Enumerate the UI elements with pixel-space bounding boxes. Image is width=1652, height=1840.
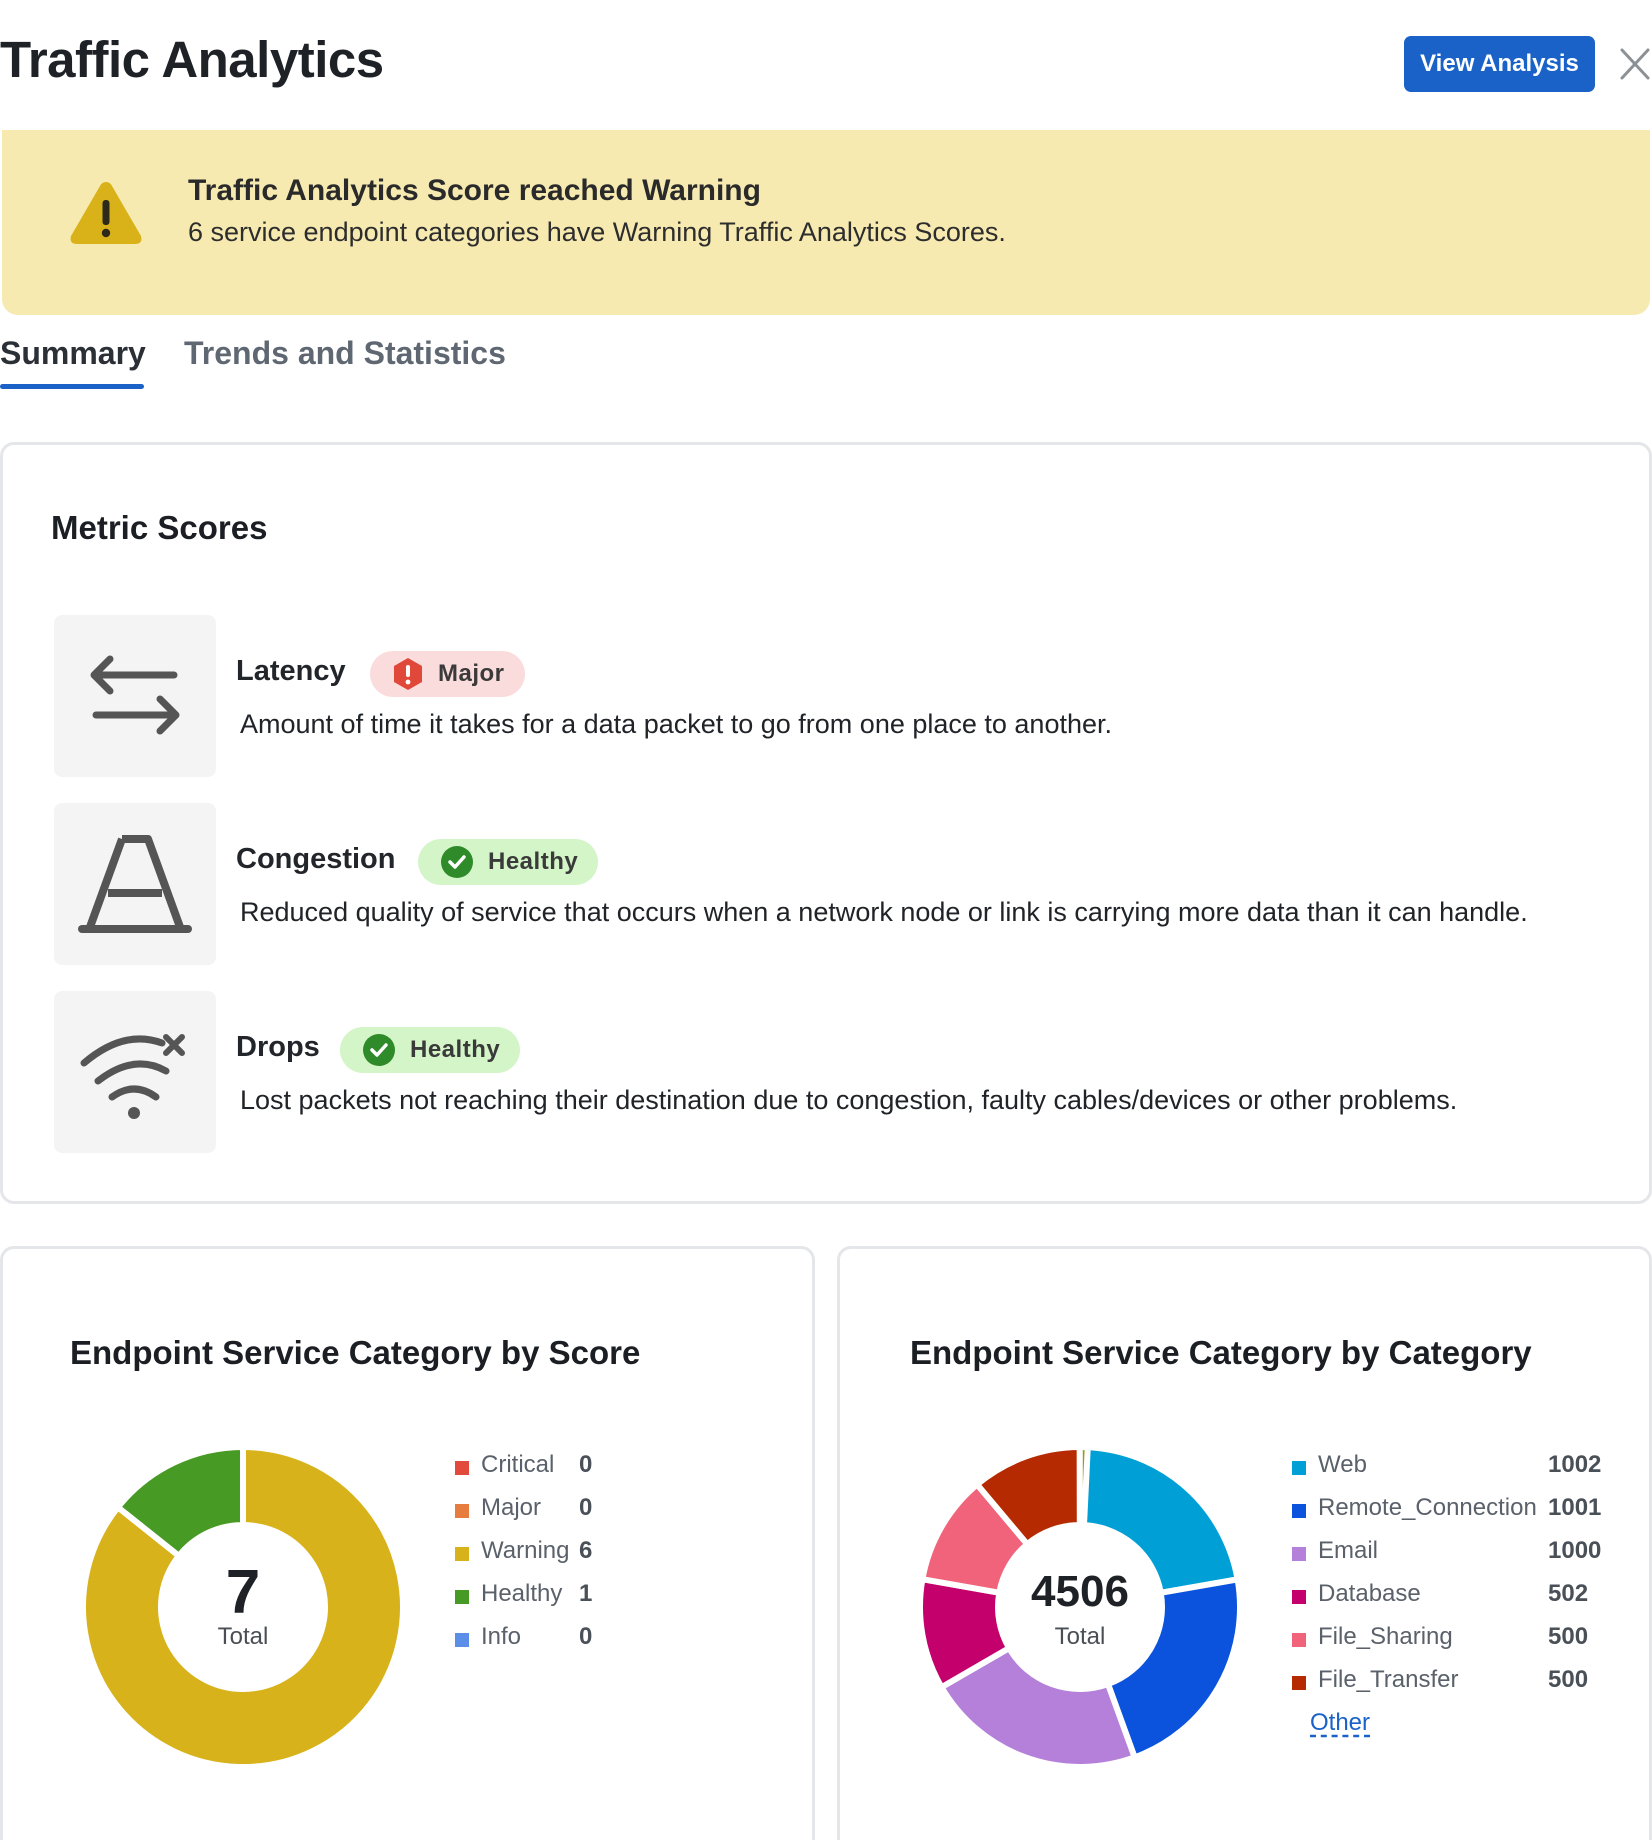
legend-value: 1000 <box>1548 1537 1602 1564</box>
score-chart-title: Endpoint Service Category by Score <box>70 1334 641 1371</box>
metric-scores-card: Metric Scores Latency Major Amount of ti… <box>0 442 1652 1204</box>
donut-slice-web[interactable] <box>1077 1445 1242 1597</box>
page-title: Traffic Analytics <box>0 31 384 88</box>
metric-description: Amount of time it takes for a data packe… <box>240 709 1113 739</box>
legend-swatch <box>1292 1633 1306 1647</box>
tab-bar: Summary Trends and Statistics <box>0 330 800 392</box>
legend-item-email: Email 1000 <box>1292 1537 1612 1580</box>
legend-swatch <box>455 1547 469 1561</box>
legend-swatch <box>1292 1461 1306 1475</box>
legend-label: Warning <box>481 1537 570 1564</box>
other-link[interactable]: Other <box>1310 1709 1371 1736</box>
legend-swatch <box>455 1590 469 1604</box>
status-badge-healthy: Healthy <box>340 1027 521 1073</box>
legend-value: 1 <box>579 1580 593 1607</box>
category-total-label: Total <box>1054 1623 1106 1650</box>
check-circle-icon <box>363 1034 395 1066</box>
status-badge-healthy: Healthy <box>418 839 599 885</box>
legend-item-file-transfer: File_Transfer 500 <box>1292 1666 1612 1709</box>
score-donut-chart <box>81 1445 405 1769</box>
legend-swatch <box>455 1461 469 1475</box>
legend-label: File_Transfer <box>1318 1666 1459 1693</box>
score-legend: Critical 0 Major 0 Warning 6 Healthy 1 Info 0 <box>455 1451 695 1666</box>
traffic-cone-icon <box>54 803 216 965</box>
legend-label: Remote_Connection <box>1318 1494 1537 1521</box>
category-chart-title: Endpoint Service Category by Category <box>910 1334 1532 1371</box>
legend-value: 0 <box>579 1623 593 1650</box>
legend-value: 1002 <box>1548 1451 1602 1478</box>
legend-item-remote-connection: Remote_Connection 1001 <box>1292 1494 1612 1537</box>
donut-slice-email[interactable] <box>937 1644 1139 1769</box>
tab-summary[interactable]: Summary <box>0 335 146 371</box>
badge-label: Healthy <box>488 848 579 875</box>
banner-title: Traffic Analytics Score reached Warning <box>188 174 761 207</box>
metric-description: Lost packets not reaching their destinat… <box>240 1085 1458 1115</box>
close-icon[interactable] <box>1618 44 1652 84</box>
metric-name: Latency <box>236 655 346 687</box>
check-circle-icon <box>441 846 473 878</box>
header: Traffic Analytics View Analysis <box>0 0 1652 128</box>
metric-name: Drops <box>236 1031 320 1063</box>
legend-value: 500 <box>1548 1623 1589 1650</box>
category-donut-chart <box>918 1445 1242 1769</box>
legend-label: File_Sharing <box>1318 1623 1453 1650</box>
donut-slice-remote-connection[interactable] <box>1104 1575 1242 1762</box>
badge-label: Healthy <box>410 1036 501 1063</box>
wifi-drop-icon <box>54 991 216 1153</box>
legend-value: 6 <box>579 1537 593 1564</box>
warning-banner: Traffic Analytics Score reached Warning … <box>2 130 1650 315</box>
legend-item-file-sharing: File_Sharing 500 <box>1292 1623 1612 1666</box>
banner-text: 6 service endpoint categories have Warni… <box>188 217 1006 247</box>
category-chart-card: Endpoint Service Category by Category 45… <box>837 1246 1652 1840</box>
legend-label: Critical <box>481 1451 555 1478</box>
legend-value: 502 <box>1548 1580 1589 1607</box>
metric-latency: Latency Major Amount of time it takes fo… <box>54 615 1614 777</box>
legend-item-major: Major 0 <box>455 1494 695 1537</box>
category-legend: Web 1002 Remote_Connection 1001 Email 1000 Dat… <box>1292 1451 1612 1709</box>
legend-swatch <box>1292 1504 1306 1518</box>
badge-label: Major <box>438 660 505 687</box>
status-badge-major: Major <box>370 651 525 697</box>
legend-label: Healthy <box>481 1580 563 1607</box>
score-chart-card: Endpoint Service Category by Score 7 Tot… <box>0 1246 815 1840</box>
legend-label: Database <box>1318 1580 1421 1607</box>
legend-item-database: Database 502 <box>1292 1580 1612 1623</box>
score-total-value: 7 <box>225 1558 261 1627</box>
category-total-value: 4506 <box>1031 1567 1129 1616</box>
active-tab-indicator <box>0 384 144 389</box>
metric-description: Reduced quality of service that occurs w… <box>240 897 1528 927</box>
legend-value: 0 <box>579 1494 593 1521</box>
legend-value: 1001 <box>1548 1494 1602 1521</box>
metric-drops: Drops Healthy Lost packets not reaching … <box>54 991 1614 1153</box>
major-alert-icon <box>394 658 422 690</box>
legend-swatch <box>1292 1676 1306 1690</box>
legend-value: 0 <box>579 1451 593 1478</box>
metric-scores-title: Metric Scores <box>51 509 268 546</box>
legend-label: Web <box>1318 1451 1367 1478</box>
metric-congestion: Congestion Healthy Reduced quality of se… <box>54 803 1614 965</box>
legend-swatch <box>455 1504 469 1518</box>
view-analysis-button[interactable]: View Analysis <box>1404 36 1595 92</box>
score-total-label: Total <box>217 1623 269 1650</box>
donut-slice-warning[interactable] <box>81 1445 405 1769</box>
tab-trends-and-statistics[interactable]: Trends and Statistics <box>184 335 506 371</box>
warning-triangle-icon <box>68 178 144 248</box>
latency-arrows-icon <box>54 615 216 777</box>
legend-swatch <box>1292 1590 1306 1604</box>
legend-value: 500 <box>1548 1666 1589 1693</box>
legend-item-info: Info 0 <box>455 1623 695 1666</box>
donut-slice-healthy[interactable] <box>113 1445 246 1561</box>
legend-item-critical: Critical 0 <box>455 1451 695 1494</box>
legend-item-web: Web 1002 <box>1292 1451 1612 1494</box>
metric-name: Congestion <box>236 843 396 875</box>
legend-label: Major <box>481 1494 542 1521</box>
legend-item-warning: Warning 6 <box>455 1537 695 1580</box>
legend-label: Info <box>481 1623 522 1650</box>
legend-swatch <box>1292 1547 1306 1561</box>
donut-slice-other[interactable] <box>1076 1445 1091 1529</box>
legend-label: Email <box>1318 1537 1379 1564</box>
legend-item-healthy: Healthy 1 <box>455 1580 695 1623</box>
legend-swatch <box>455 1633 469 1647</box>
